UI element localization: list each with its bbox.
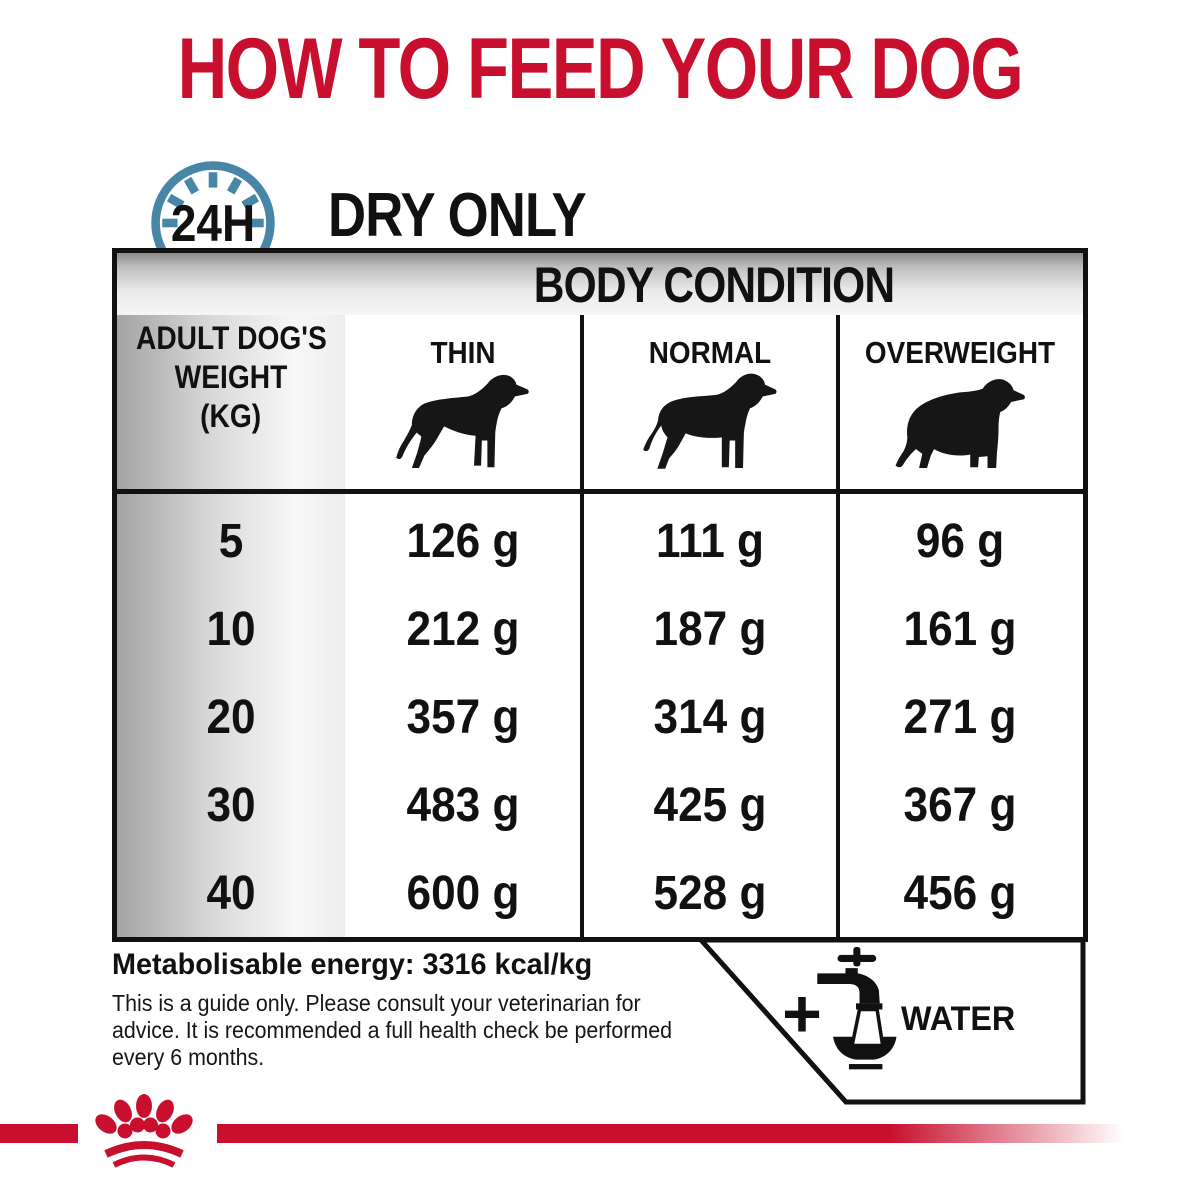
guide-note: This is a guide only. Please consult you…: [112, 990, 673, 1070]
column-divider-1: [580, 315, 584, 937]
table-row: 30 483 g 425 g 367 g: [117, 760, 1083, 848]
column-header-overweight: OVERWEIGHT: [864, 335, 1056, 370]
table-row: 10 212 g 187 g 161 g: [117, 584, 1083, 672]
column-header-thin: THIN: [430, 335, 496, 370]
column-divider-2: [836, 315, 840, 937]
overweight-amount: 456 g: [903, 867, 1017, 920]
table-row: 5 126 g 111 g 96 g: [117, 496, 1083, 584]
plus-sign: +: [782, 976, 822, 1052]
dog-thin-icon: [388, 365, 538, 479]
weight-column-background: [117, 315, 345, 937]
thin-amount: 357 g: [406, 691, 520, 744]
royal-canin-crown-icon: [76, 1092, 212, 1179]
normal-amount: 425 g: [653, 779, 767, 832]
thin-amount: 600 g: [406, 867, 520, 920]
water-label: WATER: [901, 1000, 1016, 1038]
table-row: 40 600 g 528 g 456 g: [117, 848, 1083, 936]
weight-value: 20: [206, 691, 256, 744]
weight-value: 40: [206, 867, 256, 920]
thin-amount: 212 g: [406, 603, 520, 656]
column-header-normal: NORMAL: [648, 335, 772, 370]
feeding-mode-label: DRY ONLY: [328, 181, 587, 250]
table-row: 20 357 g 314 g 271 g: [117, 672, 1083, 760]
weight-column-header: ADULT DOG'S WEIGHT (KG): [135, 320, 327, 434]
overweight-amount: 271 g: [903, 691, 1017, 744]
thin-amount: 483 g: [406, 779, 520, 832]
brand-band-left: [0, 1124, 78, 1143]
feeding-table: BODY CONDITION ADULT DOG'S WEIGHT (KG) T…: [112, 248, 1088, 942]
normal-amount: 187 g: [653, 603, 767, 656]
dog-overweight-icon: [885, 365, 1035, 479]
metabolisable-energy: Metabolisable energy: 3316 kcal/kg: [112, 948, 593, 981]
weight-value: 30: [206, 779, 256, 832]
page-title: HOW TO FEED YOUR DOG: [177, 21, 1024, 117]
header-divider-line: [117, 489, 1083, 494]
table-header: BODY CONDITION: [533, 257, 895, 313]
overweight-amount: 367 g: [903, 779, 1017, 832]
weight-value: 10: [206, 603, 256, 656]
body-condition-band: [117, 253, 1083, 315]
normal-amount: 111 g: [655, 515, 765, 568]
normal-amount: 528 g: [653, 867, 767, 920]
water-callout-shape: [693, 935, 1088, 1107]
overweight-amount: 161 g: [903, 603, 1017, 656]
faucet-water-icon: [812, 946, 900, 1085]
overweight-amount: 96 g: [915, 515, 1005, 568]
weight-value: 5: [218, 515, 244, 568]
dog-normal-icon: [635, 365, 785, 479]
brand-band-right: [217, 1124, 1152, 1143]
clock-24h-label: 24H: [171, 194, 255, 252]
thin-amount: 126 g: [406, 515, 520, 568]
normal-amount: 314 g: [653, 691, 767, 744]
